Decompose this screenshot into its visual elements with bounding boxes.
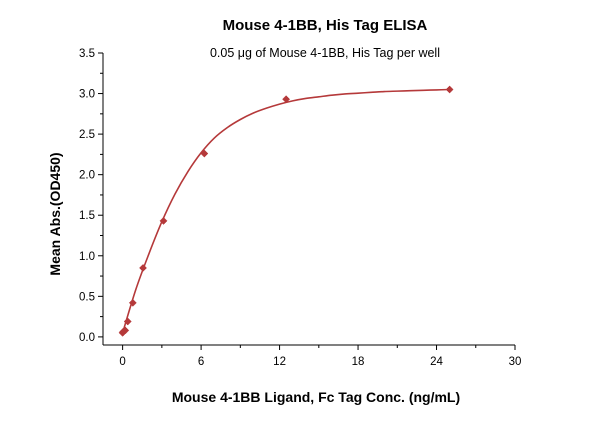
x-tick-label: 6 (198, 356, 204, 368)
fit-curve (121, 88, 450, 334)
chart-title: Mouse 4-1BB, His Tag ELISA (223, 17, 428, 34)
data-point (128, 298, 137, 307)
x-tick-label: 24 (430, 356, 443, 368)
y-tick-label: 1.5 (79, 210, 95, 222)
data-point (121, 326, 130, 335)
data-points (118, 85, 454, 337)
y-tick-label: 0.0 (79, 332, 95, 344)
y-tick-label: 3.0 (79, 89, 95, 101)
x-tick-label: 30 (509, 356, 522, 368)
data-point (282, 95, 291, 104)
data-point (445, 85, 454, 94)
x-axis-label: Mouse 4-1BB Ligand, Fc Tag Conc. (ng/mL) (172, 389, 460, 405)
fit-curve-group (121, 88, 450, 334)
axes (102, 53, 515, 346)
data-point (200, 149, 209, 158)
chart-subtitle: 0.05 μg of Mouse 4-1BB, His Tag per well (210, 46, 440, 60)
x-tick-label: 12 (273, 356, 286, 368)
y-axis-label: Mean Abs.(OD450) (47, 152, 63, 275)
ticks: 0.0 0.5 1.0 1.5 2.0 2.5 3.0 3.5 0 6 12 18 24 30 (79, 48, 521, 368)
x-tick-label: 18 (352, 356, 365, 368)
x-tick-label: 0 (119, 356, 125, 368)
y-tick-label: 2.5 (79, 129, 95, 141)
data-point (123, 317, 132, 326)
data-point (159, 216, 168, 225)
y-tick-label: 0.5 (79, 291, 95, 303)
data-point (139, 263, 147, 272)
y-tick-label: 3.5 (79, 48, 95, 60)
y-tick-label: 1.0 (79, 251, 95, 263)
y-tick-label: 2.0 (79, 170, 95, 182)
